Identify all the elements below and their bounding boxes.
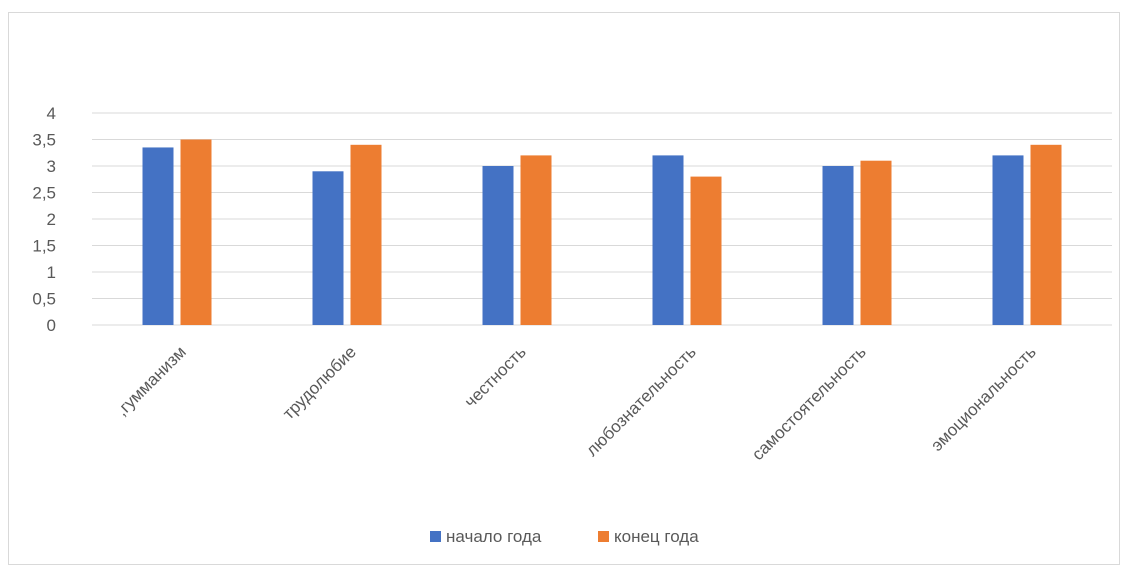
bar-start-4 bbox=[822, 166, 854, 325]
y-tick-label: 3,5 bbox=[32, 131, 56, 150]
category-label: ,гумманизм bbox=[112, 342, 189, 419]
bars bbox=[142, 139, 1062, 325]
y-tick-label: 0 bbox=[47, 316, 56, 335]
bar-end-0 bbox=[180, 139, 212, 325]
y-tick-label: 1,5 bbox=[32, 237, 56, 256]
y-tick-label: 2 bbox=[47, 210, 56, 229]
bar-start-3 bbox=[652, 155, 684, 325]
y-tick-label: 3 bbox=[47, 157, 56, 176]
category-label: эмоциональность bbox=[927, 342, 1040, 455]
y-tick-label: 4 bbox=[47, 104, 56, 123]
category-label: трудолюбие bbox=[279, 342, 360, 423]
legend-swatch-1 bbox=[598, 531, 609, 542]
category-label: самостоятельность bbox=[748, 342, 870, 464]
bar-end-5 bbox=[1030, 144, 1062, 325]
bar-end-2 bbox=[520, 155, 552, 325]
gridlines bbox=[92, 112, 1112, 326]
bar-end-1 bbox=[350, 144, 382, 325]
y-tick-label: 2,5 bbox=[32, 184, 56, 203]
legend: начало года конец года bbox=[430, 527, 699, 546]
bar-start-5 bbox=[992, 155, 1024, 325]
legend-label-1: конец года bbox=[614, 527, 699, 546]
bar-start-1 bbox=[312, 171, 344, 325]
legend-label-0: начало года bbox=[446, 527, 542, 546]
bar-start-0 bbox=[142, 147, 174, 325]
category-labels: ,гумманизм трудолюбие честность любознатель… bbox=[112, 342, 1039, 464]
category-label: любознательность bbox=[582, 342, 700, 460]
y-axis-ticks: 0 0,5 1 1,5 2 2,5 3 3,5 4 bbox=[32, 104, 56, 335]
y-tick-label: 0,5 bbox=[32, 290, 56, 309]
category-label: честность bbox=[461, 342, 530, 411]
y-tick-label: 1 bbox=[47, 263, 56, 282]
bar-end-4 bbox=[860, 160, 892, 325]
bar-end-3 bbox=[690, 176, 722, 325]
bar-start-2 bbox=[482, 166, 514, 325]
legend-swatch-0 bbox=[430, 531, 441, 542]
